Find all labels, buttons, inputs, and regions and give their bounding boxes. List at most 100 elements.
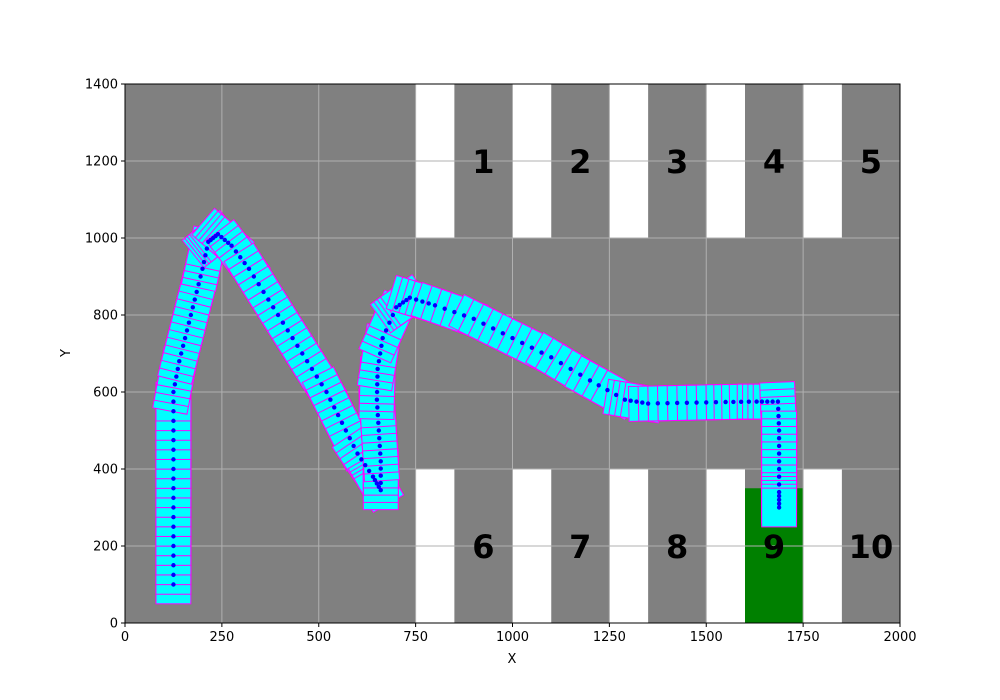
path-point bbox=[776, 497, 782, 502]
path-point bbox=[319, 382, 324, 387]
path-point bbox=[375, 412, 381, 418]
x-tick-label: 0 bbox=[121, 630, 129, 645]
path-point bbox=[776, 443, 782, 449]
path-point bbox=[613, 392, 619, 398]
path-point bbox=[378, 451, 383, 456]
path-point bbox=[738, 399, 744, 405]
path-point bbox=[674, 400, 680, 406]
path-point bbox=[776, 482, 782, 487]
y-tick-label: 1000 bbox=[85, 232, 118, 247]
path-point bbox=[770, 399, 775, 404]
path-point bbox=[529, 345, 535, 350]
y-tick-label: 0 bbox=[110, 617, 118, 632]
path-point bbox=[765, 399, 770, 404]
path-point bbox=[376, 359, 382, 364]
path-point bbox=[374, 397, 380, 402]
path-point bbox=[704, 400, 709, 405]
path-point bbox=[171, 428, 176, 433]
path-point bbox=[198, 274, 203, 279]
path-point bbox=[171, 524, 176, 529]
path-point bbox=[377, 436, 382, 441]
path-point bbox=[776, 436, 782, 441]
path-point bbox=[380, 335, 385, 341]
path-point bbox=[242, 260, 247, 266]
path-point bbox=[219, 234, 224, 240]
slot-label: 10 bbox=[849, 528, 894, 566]
path-point bbox=[171, 466, 176, 472]
path-point bbox=[376, 420, 381, 425]
path-point bbox=[432, 303, 438, 308]
path-point bbox=[171, 563, 176, 568]
path-point bbox=[754, 399, 759, 404]
path-point bbox=[182, 335, 188, 341]
path-point bbox=[188, 312, 194, 318]
path-point bbox=[186, 320, 192, 325]
path-point bbox=[180, 343, 186, 348]
y-axis-ticks: 0 200 400 600 800 1000 1200 1400 bbox=[85, 78, 125, 632]
path-point bbox=[171, 437, 176, 443]
y-tick-label: 200 bbox=[93, 540, 118, 555]
x-tick-label: 250 bbox=[209, 630, 234, 645]
path-point bbox=[174, 374, 179, 379]
y-tick-label: 400 bbox=[93, 463, 118, 478]
path-point bbox=[200, 266, 205, 271]
path-point bbox=[375, 366, 380, 372]
path-point bbox=[746, 399, 752, 404]
path-point bbox=[461, 313, 467, 318]
path-point bbox=[731, 399, 736, 405]
path-point bbox=[596, 383, 601, 388]
slot-label: 7 bbox=[569, 528, 591, 566]
path-point bbox=[339, 420, 345, 425]
path-point bbox=[204, 246, 210, 251]
path-point bbox=[500, 331, 506, 336]
slot-labels: 1 2 3 4 5 6 7 8 9 10 bbox=[472, 143, 893, 566]
path-point bbox=[378, 466, 383, 471]
path-point bbox=[375, 405, 380, 410]
path-point bbox=[375, 382, 380, 387]
path-point bbox=[300, 351, 305, 356]
path-point bbox=[426, 301, 431, 306]
path-point bbox=[172, 382, 178, 387]
path-point bbox=[171, 476, 176, 481]
path-point bbox=[175, 366, 180, 372]
path-point bbox=[171, 447, 176, 452]
path-point bbox=[558, 360, 564, 366]
path-point bbox=[655, 401, 661, 406]
path-point bbox=[192, 297, 197, 302]
path-point bbox=[759, 399, 765, 404]
path-point bbox=[374, 389, 380, 395]
path-point bbox=[290, 335, 295, 341]
path-point bbox=[372, 477, 378, 483]
path-point bbox=[229, 243, 234, 248]
path-point bbox=[177, 359, 182, 364]
path-point bbox=[261, 289, 266, 295]
path-point bbox=[366, 468, 372, 474]
x-tick-label: 1500 bbox=[690, 630, 723, 645]
path-point bbox=[684, 400, 690, 405]
path-point bbox=[335, 412, 341, 418]
path-point bbox=[452, 309, 457, 315]
path-point bbox=[190, 305, 196, 310]
path-point bbox=[370, 474, 376, 479]
path-point bbox=[171, 495, 176, 501]
path-point bbox=[390, 312, 396, 318]
path-point bbox=[314, 374, 320, 379]
path-point bbox=[394, 305, 399, 310]
slot-label: 3 bbox=[666, 143, 688, 181]
path-point bbox=[375, 374, 380, 379]
path-point bbox=[628, 398, 633, 403]
path-point bbox=[233, 249, 239, 254]
path-point bbox=[407, 295, 413, 300]
x-tick-label: 1750 bbox=[787, 630, 820, 645]
path-point bbox=[203, 253, 208, 258]
path-point bbox=[378, 459, 383, 464]
path-point bbox=[171, 418, 176, 424]
path-point bbox=[222, 237, 227, 243]
path-point bbox=[775, 399, 781, 404]
path-point bbox=[196, 282, 201, 287]
path-point bbox=[413, 297, 419, 302]
x-axis-label: X bbox=[508, 652, 517, 667]
y-tick-label: 600 bbox=[93, 386, 118, 401]
path-point bbox=[377, 351, 383, 356]
